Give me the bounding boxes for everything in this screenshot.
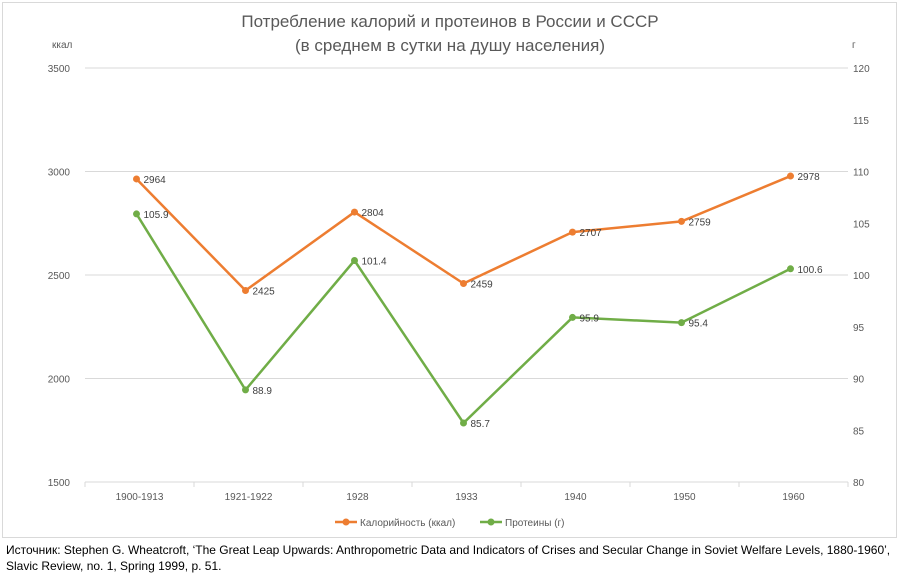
left-tick-label: 3500	[48, 64, 71, 75]
source-note: Источник: Stephen G. Wheatcroft, ‘The Gr…	[6, 543, 891, 573]
data-point	[351, 257, 358, 265]
data-label: 85.7	[471, 419, 491, 430]
data-label: 105.9	[144, 210, 169, 221]
data-label: 2978	[798, 172, 821, 183]
data-label: 101.4	[362, 257, 387, 268]
x-tick-label: 1900-1913	[116, 492, 164, 503]
chart-subtitle: (в среднем в сутки на душу населения)	[294, 36, 606, 55]
right-tick-label: 80	[853, 478, 865, 489]
data-point	[242, 386, 249, 394]
data-point	[460, 279, 467, 287]
left-tick-label: 1500	[48, 478, 71, 489]
right-tick-label: 100	[853, 271, 870, 282]
data-label: 95.4	[689, 319, 709, 330]
data-point	[460, 419, 467, 427]
right-tick-label: 95	[853, 323, 865, 334]
data-point	[787, 265, 794, 273]
legend-label: Протеины (г)	[505, 518, 565, 529]
data-point	[787, 172, 794, 180]
right-tick-label: 85	[853, 426, 865, 437]
data-label: 100.6	[798, 265, 823, 276]
chart-area	[2, 2, 897, 538]
data-point	[678, 319, 685, 327]
data-label: 2459	[471, 279, 494, 290]
data-label: 95.9	[580, 313, 600, 324]
data-point	[133, 175, 140, 183]
data-point	[133, 210, 140, 218]
x-tick-label: 1928	[346, 492, 369, 503]
series-line-calories	[135, 174, 791, 293]
legend-marker	[342, 518, 350, 526]
right-tick-label: 115	[853, 116, 869, 127]
right-tick-label: 120	[853, 64, 870, 75]
right-axis-unit: г	[852, 40, 856, 51]
left-tick-label: 2500	[48, 271, 71, 282]
x-tick-label: 1950	[673, 492, 696, 503]
data-label: 2425	[253, 287, 276, 298]
data-label: 88.9	[253, 386, 273, 397]
left-axis-unit: ккал	[52, 40, 73, 51]
data-label: 2707	[580, 228, 603, 239]
left-tick-label: 2000	[48, 375, 71, 386]
data-point	[678, 217, 685, 225]
data-point	[351, 208, 358, 216]
x-tick-label: 1960	[782, 492, 805, 503]
legend-marker	[487, 518, 495, 526]
data-point	[569, 228, 576, 236]
plot-svg: 1500 2000 2500 3000 3500 80 85 90 95 100 105 110 115…	[48, 64, 870, 529]
left-tick-label: 3000	[48, 168, 71, 179]
data-label: 2759	[689, 217, 712, 228]
chart-title: Потребление калорий и протеинов в России…	[241, 12, 659, 31]
data-label: 2804	[362, 208, 385, 219]
x-tick-label: 1933	[455, 492, 478, 503]
data-point	[242, 287, 249, 295]
data-label: 2964	[144, 175, 167, 186]
x-tick-label: 1940	[564, 492, 587, 503]
legend-label: Калорийность (ккал)	[360, 518, 455, 529]
data-point	[569, 313, 576, 321]
right-tick-label: 105	[853, 219, 870, 230]
x-tick-label: 1921-1922	[225, 492, 273, 503]
right-tick-label: 110	[853, 168, 869, 179]
right-tick-label: 90	[853, 375, 865, 386]
